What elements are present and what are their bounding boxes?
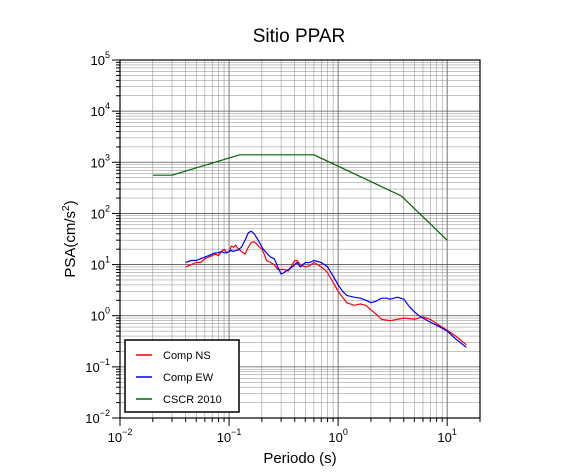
grid-lines: [119, 59, 481, 419]
x-tick-label: 10−2: [108, 427, 133, 445]
legend-label: CSCR 2010: [163, 394, 222, 406]
tick-marks: [112, 59, 481, 426]
y-axis-label-close: ): [62, 200, 79, 205]
y-axis-label: PSA(cm/s2): [61, 200, 79, 277]
y-tick-label: 102: [91, 203, 110, 221]
y-tick-label: 10−2: [85, 408, 110, 426]
y-tick-label: 10−1: [85, 357, 110, 375]
legend-box: [124, 339, 240, 413]
legend: Comp NS Comp EW CSCR 2010: [124, 339, 240, 413]
y-axis-label-superscript: 2: [61, 205, 72, 211]
legend-label: Comp NS: [163, 350, 211, 362]
y-tick-label: 105: [91, 50, 110, 68]
x-tick-label: 101: [437, 427, 456, 445]
chart-title: Sitio PPAR: [253, 26, 346, 47]
plot-frame: [119, 59, 481, 419]
x-tick-label: 10−1: [217, 427, 242, 445]
y-axis-label-base: PSA(cm/s: [62, 211, 79, 278]
x-axis-label: Periodo (s): [263, 450, 336, 467]
x-tick-labels: 10−2 10−1 100 101: [108, 427, 457, 445]
y-tick-label: 100: [91, 306, 110, 324]
y-tick-label: 104: [91, 101, 110, 119]
series-line-comp-ns: [185, 241, 467, 346]
x-tick-label: 100: [328, 427, 347, 445]
series-layer: [152, 154, 467, 348]
y-tick-label: 103: [91, 152, 110, 170]
y-tick-labels: 10−2 10−1 100 101 102 103 104 105: [85, 50, 110, 426]
series-line-cscr-2010: [152, 154, 448, 241]
series-line-comp-ew: [185, 230, 467, 348]
y-tick-label: 101: [91, 255, 110, 273]
legend-label: Comp EW: [163, 372, 214, 384]
